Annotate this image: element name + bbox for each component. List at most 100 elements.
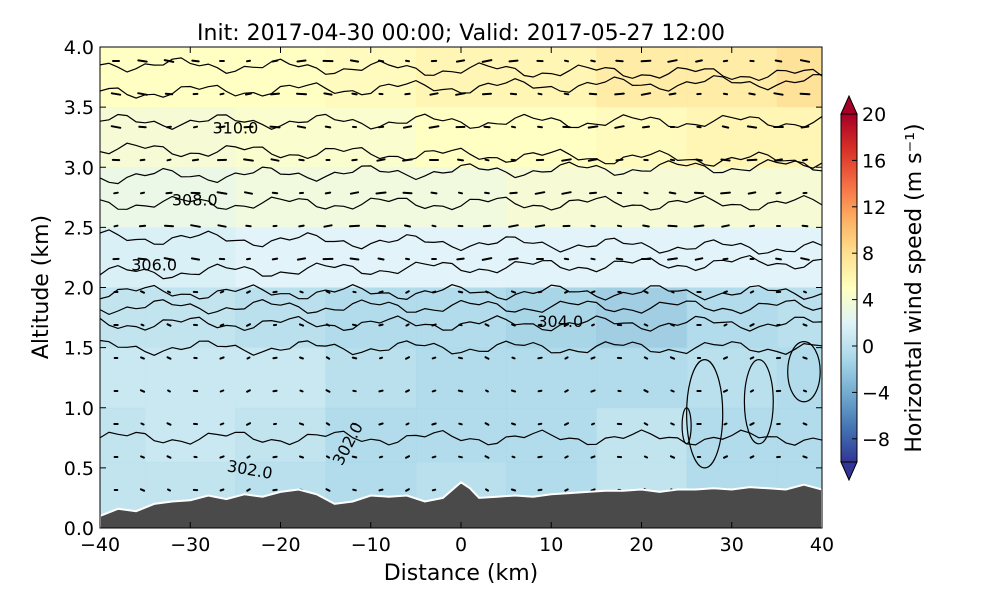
wind-vector [564,323,569,327]
y-tick-label: 0.0 [64,518,94,540]
field-cell [415,167,508,229]
wind-vector [485,389,489,393]
wind-vector [190,224,201,228]
wind-vector [694,257,704,261]
theta-contours [100,57,822,469]
wind-vector [667,257,678,261]
x-tick-label: −30 [170,534,210,556]
wind-vector [402,158,413,162]
wind-vector [431,488,437,492]
chart-title: Init: 2017-04-30 00:00; Valid: 2017-05-2… [197,21,725,46]
wind-vector [140,323,145,327]
colorbar-tick-label: −4 [862,382,890,404]
field-cell [776,347,822,409]
wind-vector [246,422,251,426]
field-cell [506,47,598,109]
wind-vector [325,488,331,492]
field-cell [506,107,598,169]
wind-vector [511,323,516,327]
wind-vector [590,59,596,63]
theta-contour [100,284,822,301]
wind-vector [802,389,808,393]
wind-vector [163,59,175,63]
wind-vector [139,389,146,393]
wind-vector [164,92,174,96]
wind-vector [508,224,519,228]
wind-vector [323,92,333,96]
wind-vector [693,224,705,228]
wind-vector [722,257,729,261]
field-cell [506,287,598,349]
wind-vector [564,488,569,492]
wind-vector [457,290,464,294]
wind-vector [510,389,517,393]
field-cell [776,227,822,289]
wind-vector [404,224,411,228]
wind-vector [668,191,677,195]
wind-vector [774,158,783,162]
wind-vector [455,92,466,96]
wind-vector [564,356,569,360]
theta-contour [686,359,724,469]
wind-vector [377,257,385,261]
wind-vector [405,455,410,459]
wind-vector [377,59,385,63]
field-cell [686,347,778,409]
wind-vector [802,455,808,459]
wind-vector [271,191,279,195]
wind-vector [246,455,251,459]
wind-vector [484,422,490,426]
colorbar-body [840,113,858,463]
wind-vector [640,92,652,96]
wind-vector [774,59,783,63]
wind-vector [693,191,705,195]
field-cell [100,47,147,109]
theta-contour [100,254,822,280]
wind-vector [166,158,172,162]
x-tick-label: 0 [455,534,467,556]
field-cell [686,107,778,169]
wind-vector [166,323,172,327]
field-cell [506,167,598,229]
wind-vector [167,488,171,492]
wind-vector [402,125,413,129]
wind-vector [405,290,410,294]
wind-vector [352,488,357,492]
colorbar-ticks: 20 16 12 8 4 0 −4 −8 [852,104,890,451]
wind-vector [749,356,755,360]
y-tick-label: 4.0 [64,37,94,59]
wind-vector [723,290,728,294]
y-axis: 0.0 0.5 1.0 1.5 2.0 2.5 3.0 3.5 4.0 [64,37,822,540]
x-tick-label: −20 [260,534,300,556]
wind-vector [484,455,490,459]
wind-vector [587,125,599,129]
wind-vector [481,257,493,261]
wind-vectors [110,59,811,492]
wind-vector [457,158,464,162]
wind-vector [166,356,172,360]
wind-vector [510,290,517,294]
wind-vector [800,125,810,129]
field-cell [596,227,688,289]
wind-vector [325,455,331,459]
theta-contour [787,341,821,403]
theta-contour [100,194,822,211]
wind-vector [723,389,728,393]
wind-vector [296,92,307,96]
wind-vector [590,290,596,294]
wind-vector [749,290,755,294]
wind-vector [803,290,807,294]
wind-vector [378,290,384,294]
wind-vector [508,257,519,261]
wind-vector [167,290,171,294]
wind-vector [746,125,758,129]
wind-vector [615,257,624,261]
field-cell [235,287,327,349]
wind-vector [640,59,652,63]
wind-vector [246,356,251,360]
wind-vector [802,323,808,327]
wind-vector [431,323,437,327]
wind-vector [428,125,440,129]
field-cell [235,347,327,409]
